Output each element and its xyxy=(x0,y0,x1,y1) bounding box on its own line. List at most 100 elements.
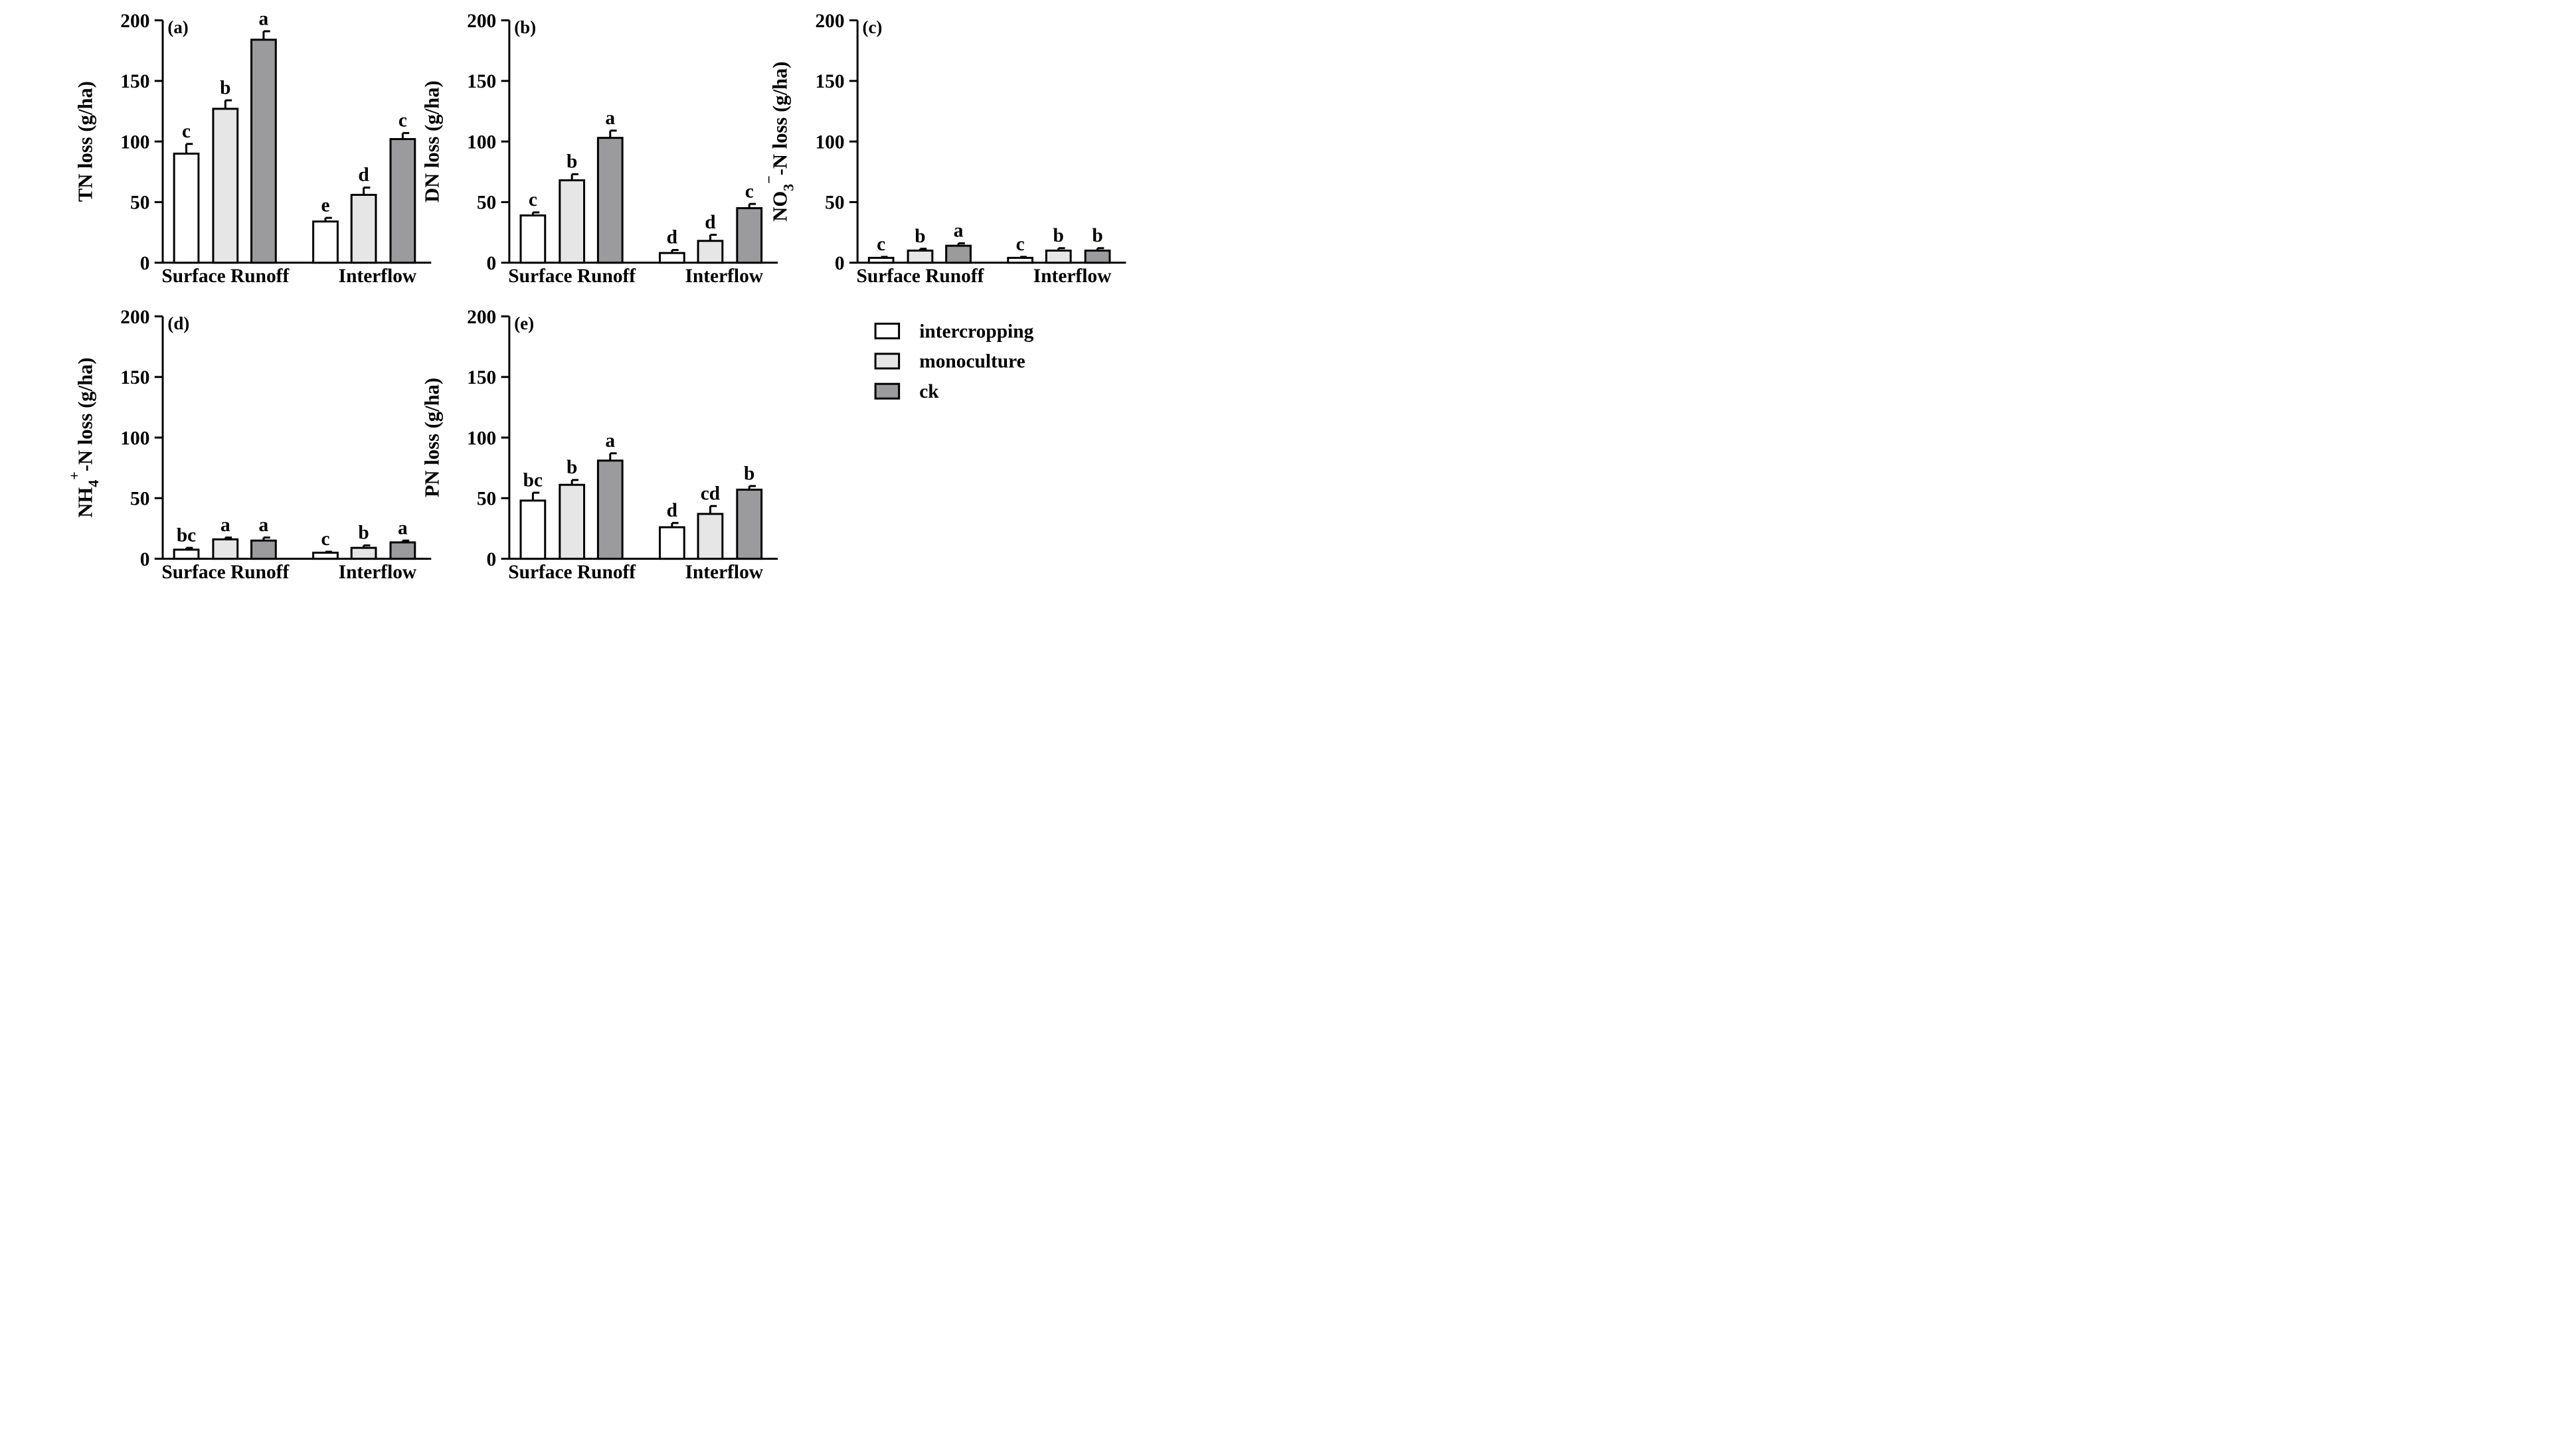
bar-intercropping xyxy=(1007,256,1034,264)
x-tick-label: Interflow xyxy=(339,266,417,287)
y-tick-label: 50 xyxy=(825,193,844,214)
significance-letter: c xyxy=(1016,234,1025,255)
bar-monoculture xyxy=(212,108,239,264)
significance-letter: d xyxy=(667,227,678,248)
bar-ck xyxy=(596,459,624,560)
y-axis-title-sub: 3 xyxy=(780,184,796,191)
significance-letter: b xyxy=(915,226,925,247)
x-tick-label: Surface Runoff xyxy=(857,266,985,287)
legend: intercropping monoculture ck xyxy=(874,321,1034,402)
y-tick-label: 50 xyxy=(130,193,149,214)
bar-monoculture xyxy=(907,249,934,264)
x-tick-label: Interflow xyxy=(685,266,763,287)
y-axis-title-sup: + xyxy=(66,471,82,480)
y-tick-label: 50 xyxy=(477,193,496,214)
x-tick-label: Surface Runoff xyxy=(161,562,290,583)
y-axis-title-main: NH xyxy=(74,487,96,518)
significance-letter: c xyxy=(529,189,537,210)
significance-letter: a xyxy=(954,220,964,242)
y-tick-label: 200 xyxy=(120,307,149,328)
y-tick-label: 0 xyxy=(835,253,845,274)
bar-intercropping xyxy=(173,548,200,560)
panel-label: (b) xyxy=(514,17,536,37)
panel-label: (c) xyxy=(863,17,883,37)
significance-letter: a xyxy=(605,430,615,451)
x-tick-label: Interflow xyxy=(339,562,417,583)
bar-intercropping xyxy=(312,551,339,560)
significance-letter: d xyxy=(705,212,716,233)
bar-ck xyxy=(596,137,624,264)
y-tick-label: 150 xyxy=(120,71,149,92)
bar-intercropping xyxy=(867,256,895,264)
panel-d: 0 50 100 150 200 (d) NH4+-N loss (g/ha) bc c a b a a… xyxy=(66,307,432,583)
y-tick-label: 150 xyxy=(120,367,149,388)
y-tick-label: 100 xyxy=(467,428,496,449)
y-axis-title-sup: − xyxy=(760,175,777,184)
x-tick-label: Surface Runoff xyxy=(508,266,636,287)
significance-letter: a xyxy=(220,515,230,536)
y-axis-title: DN loss (g/ha) xyxy=(420,80,443,202)
y-axis-title: PN loss (g/ha) xyxy=(420,378,443,497)
significance-letter: b xyxy=(1053,225,1064,246)
significance-letter: c xyxy=(182,121,191,142)
bar-intercropping xyxy=(658,526,685,560)
bar-monoculture xyxy=(212,538,239,560)
bar-intercropping xyxy=(173,152,200,264)
bar-intercropping xyxy=(658,252,685,264)
bar-ck xyxy=(250,39,277,264)
y-tick-label: 150 xyxy=(815,71,844,92)
significance-letter: a xyxy=(398,517,408,538)
bar-intercropping xyxy=(519,499,547,560)
y-tick-label: 100 xyxy=(120,428,149,449)
y-tick-label: 200 xyxy=(467,307,496,328)
panel-b: 0 50 100 150 200 (b) DN loss (g/ha) c d b d a c Surfa… xyxy=(420,11,778,287)
bar-intercropping xyxy=(519,214,547,264)
significance-letter: b xyxy=(567,151,577,173)
bar-ck xyxy=(736,489,763,560)
y-tick-label: 0 xyxy=(140,253,150,274)
y-axis-title: NH4+-N loss (g/ha) xyxy=(66,357,102,517)
significance-letter: bc xyxy=(177,525,196,546)
x-tick-label: Surface Runoff xyxy=(161,266,290,287)
y-axis-title-rest: -N loss (g/ha) xyxy=(769,62,792,176)
bar-ck xyxy=(1084,249,1111,264)
legend-label-intercropping: intercropping xyxy=(919,321,1033,342)
bar-ck xyxy=(736,207,763,264)
bar-ck xyxy=(250,539,277,560)
significance-letter: a xyxy=(259,8,269,29)
bar-ck xyxy=(389,137,416,264)
significance-letter: a xyxy=(259,515,269,536)
y-tick-label: 50 xyxy=(477,489,496,510)
y-tick-label: 0 xyxy=(487,549,497,570)
legend-swatch-ck xyxy=(874,382,901,400)
y-tick-label: 100 xyxy=(815,131,844,153)
significance-letter: cd xyxy=(701,483,721,504)
bar-monoculture xyxy=(559,483,586,560)
y-tick-label: 0 xyxy=(140,549,150,570)
significance-letter: c xyxy=(745,181,754,202)
bar-ck xyxy=(389,541,416,560)
bar-monoculture xyxy=(559,179,586,264)
y-axis-title-rest: -N loss (g/ha) xyxy=(74,357,96,471)
legend-swatch-intercropping xyxy=(874,323,901,340)
legend-swatch-monoculture xyxy=(874,353,901,370)
significance-letter: a xyxy=(605,108,615,129)
bar-ck xyxy=(945,244,972,264)
bar-monoculture xyxy=(350,546,377,560)
y-axis-title-main: NO xyxy=(769,191,792,222)
legend-label-monoculture: monoculture xyxy=(919,351,1025,372)
bar-monoculture xyxy=(1045,249,1072,264)
significance-letter: d xyxy=(667,500,678,521)
significance-letter: b xyxy=(1092,225,1102,246)
x-tick-label: Surface Runoff xyxy=(508,562,636,583)
significance-letter: b xyxy=(567,457,577,478)
significance-letter: b xyxy=(220,77,230,98)
bar-monoculture xyxy=(350,193,377,264)
panel-label: (e) xyxy=(514,313,534,333)
bar-monoculture xyxy=(697,240,724,264)
y-tick-label: 150 xyxy=(467,71,496,92)
legend-label-ck: ck xyxy=(919,381,939,402)
